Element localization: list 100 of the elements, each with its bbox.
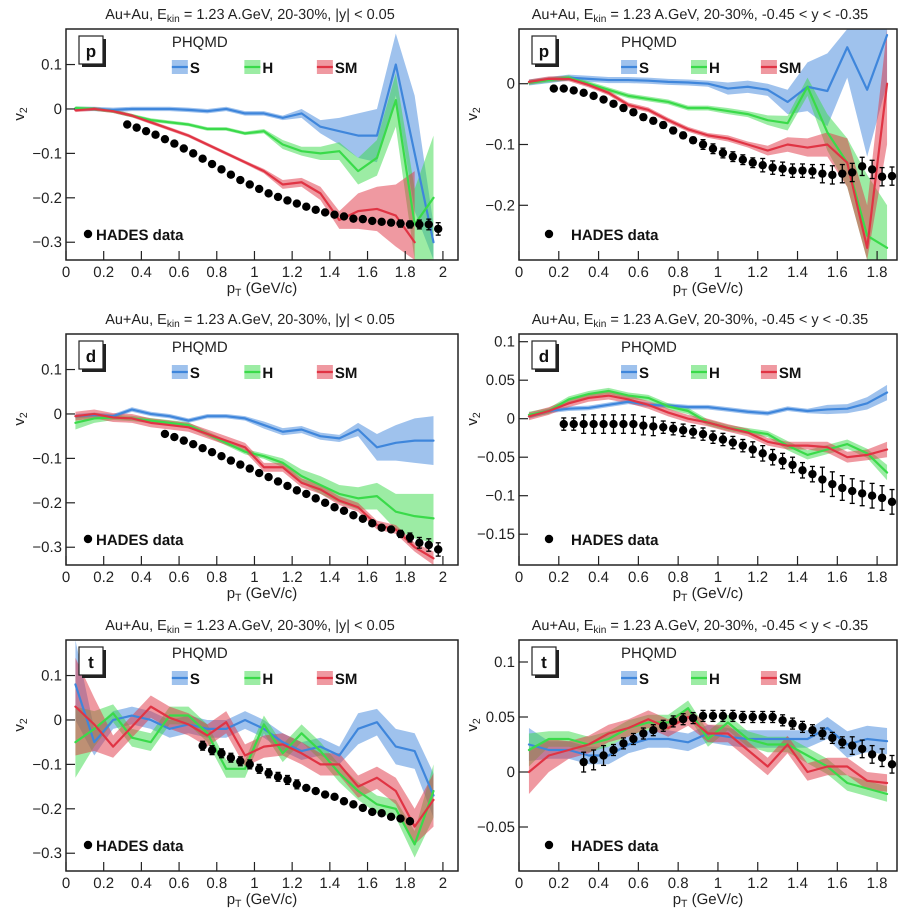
legend-label: S: [190, 60, 200, 77]
point: [858, 489, 866, 498]
y-tick-label: 0.1: [41, 56, 62, 74]
point: [330, 503, 339, 512]
x-axis-title: p$_{T}$ (GeV/c): [226, 585, 298, 604]
y-tick-label: 0: [506, 764, 515, 781]
point: [406, 817, 414, 826]
point: [738, 712, 748, 722]
point: [368, 519, 376, 528]
point: [798, 466, 807, 474]
point: [808, 167, 817, 176]
x-tick-label: 1.8: [394, 264, 416, 281]
legend-label: H: [708, 671, 720, 688]
point: [160, 134, 170, 144]
y-tick-label: 0: [506, 410, 515, 428]
x-tick-label: 1: [714, 875, 722, 892]
point: [778, 456, 787, 466]
legend-label: SM: [334, 365, 358, 382]
x-tick-label: 1.2: [282, 569, 303, 586]
x-tick-label: 0.2: [548, 569, 570, 586]
y-tick-label: −0.1: [32, 450, 62, 468]
point: [254, 468, 264, 478]
y-tick-label: −0.05: [477, 449, 515, 466]
point: [838, 484, 846, 492]
point: [788, 719, 797, 728]
point: [858, 744, 866, 754]
point: [878, 172, 886, 181]
legend-label: S: [190, 671, 200, 688]
point: [349, 214, 358, 223]
x-tick-label: 1.2: [282, 875, 303, 892]
x-tick-label: 0.4: [588, 264, 610, 281]
point: [589, 420, 598, 428]
y-tick-label: −0.3: [32, 845, 62, 862]
x-tick-label: 1.4: [787, 569, 808, 586]
point: [560, 420, 568, 428]
x-tick-label: 1.8: [394, 875, 416, 892]
point: [217, 165, 226, 174]
point: [768, 163, 777, 172]
point: [302, 784, 310, 792]
point: [123, 120, 132, 129]
point: [718, 435, 728, 444]
point: [649, 422, 658, 431]
point: [788, 166, 797, 175]
x-tick-label: 1.8: [866, 264, 888, 281]
point: [738, 441, 748, 450]
point: [208, 160, 216, 168]
point: [629, 420, 638, 428]
point: [579, 88, 588, 98]
x-tick-label: 0.8: [206, 875, 228, 892]
x-tick-label: 0.8: [206, 264, 228, 281]
legend-label: S: [190, 365, 200, 382]
point: [778, 716, 787, 724]
x-tick-label: 1.4: [319, 569, 340, 586]
point: [659, 722, 668, 730]
point: [728, 438, 738, 447]
point: [570, 420, 578, 428]
line-series: [528, 716, 888, 784]
point: [599, 751, 608, 760]
point: [878, 494, 886, 502]
point: [888, 498, 896, 506]
point: [828, 480, 837, 488]
legend-label: SM: [778, 60, 802, 77]
x-axis-title: p$_{T}$ (GeV/c): [226, 280, 298, 300]
legend-label: SM: [334, 60, 358, 77]
point: [778, 164, 787, 174]
legend-label: HADES data: [96, 838, 184, 855]
chart-title: Au+Au, E$_{kin}$ = 1.23 A.GeV, 20-30%, |y| < 0.05: [105, 618, 395, 636]
legend-label: HADES data: [571, 227, 660, 244]
point: [798, 166, 807, 175]
point: [878, 754, 886, 762]
legend-label: S: [639, 365, 650, 382]
point: [748, 445, 757, 454]
point: [217, 452, 226, 460]
point: [708, 712, 718, 720]
x-tick-label: 1.8: [866, 875, 888, 892]
point: [828, 170, 837, 180]
y-tick-label: 0: [54, 406, 62, 423]
x-tick-label: 0.6: [168, 569, 190, 586]
point: [629, 734, 638, 744]
point: [349, 511, 358, 520]
x-tick-label: 1.6: [357, 569, 378, 586]
point: [718, 712, 728, 720]
point: [868, 492, 876, 500]
point: [848, 486, 856, 496]
legend-title: PHQMD: [621, 645, 678, 662]
x-tick-label: 0.2: [548, 264, 570, 281]
legend-label: HADES data: [571, 532, 660, 549]
point: [599, 420, 608, 428]
x-tick-label: 1.8: [394, 569, 416, 586]
point: [619, 420, 628, 428]
x-axis-title: p$_{T}$ (GeV/c): [226, 891, 298, 910]
y-tick-label: 0.1: [41, 668, 62, 685]
point: [377, 809, 386, 818]
point: [358, 804, 368, 812]
y-tick-label: 0.05: [486, 372, 515, 390]
point: [340, 212, 348, 221]
y-tick-label: −0.1: [485, 136, 515, 154]
x-tick-label: 1.4: [319, 875, 340, 892]
y-tick-label: −0.3: [32, 539, 62, 556]
x-tick-label: 0.8: [668, 875, 689, 892]
